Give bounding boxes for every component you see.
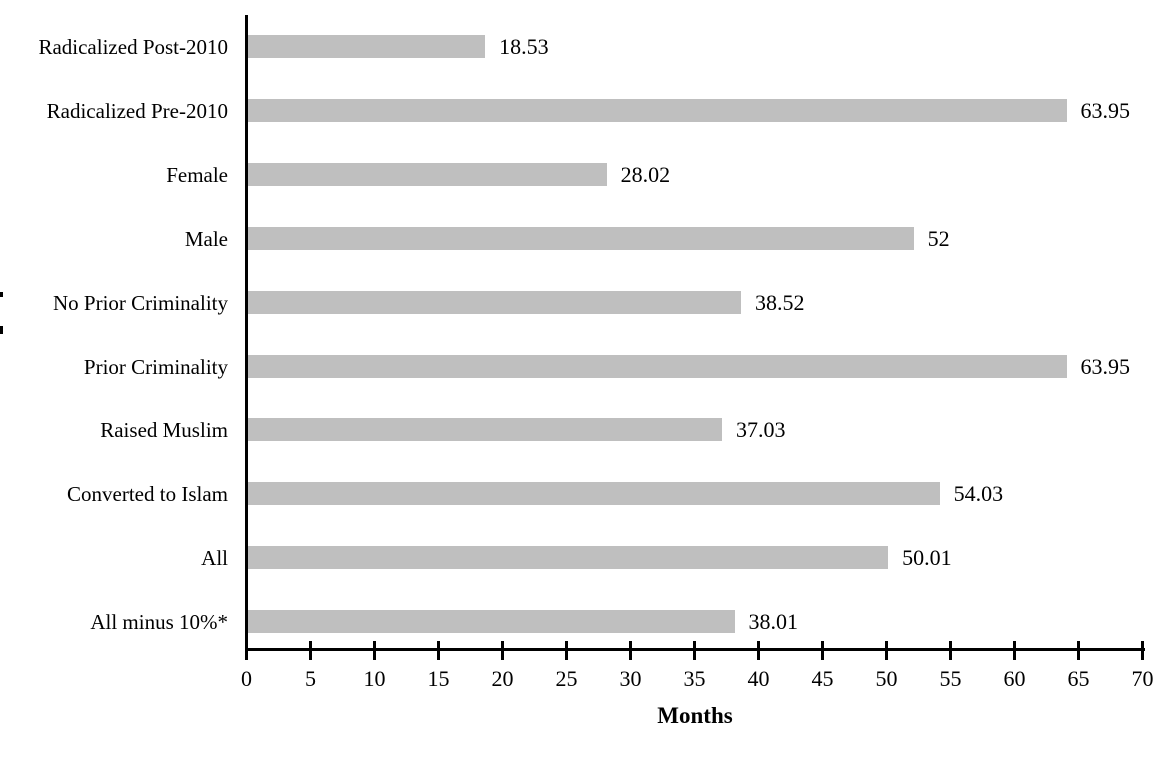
category-label: Radicalized Pre-2010 [46, 98, 228, 123]
x-axis-tick-0 [245, 641, 248, 660]
clipped-y-axis-title-fragment [0, 326, 3, 334]
category-label: Prior Criminality [83, 354, 228, 379]
value-label: 38.52 [755, 289, 805, 315]
x-axis-tick-label-50: 50 [875, 666, 898, 691]
x-axis-tick-label-65: 65 [1067, 666, 1090, 691]
bar [248, 610, 735, 634]
bar [248, 98, 1067, 122]
value-label: 38.01 [748, 609, 799, 635]
x-axis-tick-50 [885, 641, 888, 660]
x-axis-tick-label-55: 55 [939, 666, 962, 691]
x-axis-tick-35 [693, 641, 696, 660]
category-label: No Prior Criminality [53, 290, 228, 315]
bar [248, 226, 914, 250]
x-axis-tick-label-20: 20 [491, 666, 514, 691]
value-label: 63.95 [1080, 353, 1131, 379]
bar [248, 35, 486, 58]
category-label: All [201, 546, 228, 571]
bar [248, 546, 889, 570]
clipped-y-axis-title-fragment [0, 292, 3, 297]
x-axis-tick-55 [949, 641, 952, 660]
category-label: Raised Muslim [100, 418, 228, 443]
x-axis-tick-label-45: 45 [811, 666, 834, 691]
category-label: Radicalized Post-2010 [38, 35, 228, 59]
bar [248, 354, 1067, 378]
x-axis-tick-5 [309, 641, 312, 660]
bar [248, 162, 607, 186]
value-label: 18.53 [499, 34, 549, 59]
x-axis-tick-45 [821, 641, 824, 660]
x-axis-tick-25 [565, 641, 568, 660]
value-label: 28.02 [620, 161, 671, 187]
x-axis-tick-label-40: 40 [747, 666, 770, 691]
bar [248, 418, 722, 442]
y-axis-line [245, 15, 248, 649]
x-axis-tick-label-60: 60 [1003, 666, 1026, 691]
x-axis-tick-label-10: 10 [363, 666, 386, 691]
x-axis-tick-15 [437, 641, 440, 660]
x-axis-tick-10 [373, 641, 376, 660]
x-axis-tick-40 [757, 641, 760, 660]
value-label: 50.01 [902, 545, 952, 571]
x-axis-tick-label-30: 30 [619, 666, 642, 691]
category-label: Converted to Islam [67, 482, 228, 507]
x-axis-tick-label-15: 15 [427, 666, 450, 691]
x-axis-tick-70 [1141, 641, 1144, 660]
bar [248, 290, 742, 314]
category-label: Male [184, 226, 228, 251]
category-label: All minus 10%* [90, 610, 228, 635]
x-axis-tick-65 [1077, 641, 1080, 660]
category-label: Female [166, 162, 228, 187]
x-axis-tick-label-0: 0 [241, 666, 252, 691]
x-axis-tick-30 [629, 641, 632, 660]
x-axis-title: Months [657, 703, 733, 728]
x-axis-tick-20 [501, 641, 504, 660]
x-axis-tick-label-35: 35 [683, 666, 706, 691]
bar [248, 482, 940, 506]
x-axis-tick-60 [1013, 641, 1016, 660]
value-label: 63.95 [1080, 97, 1131, 123]
x-axis-tick-label-5: 5 [305, 666, 316, 691]
x-axis-tick-label-70: 70 [1131, 666, 1154, 691]
value-label: 37.03 [735, 417, 786, 443]
value-label: 54.03 [953, 481, 1004, 507]
value-label: 52 [927, 225, 950, 251]
x-axis-tick-label-25: 25 [555, 666, 578, 691]
